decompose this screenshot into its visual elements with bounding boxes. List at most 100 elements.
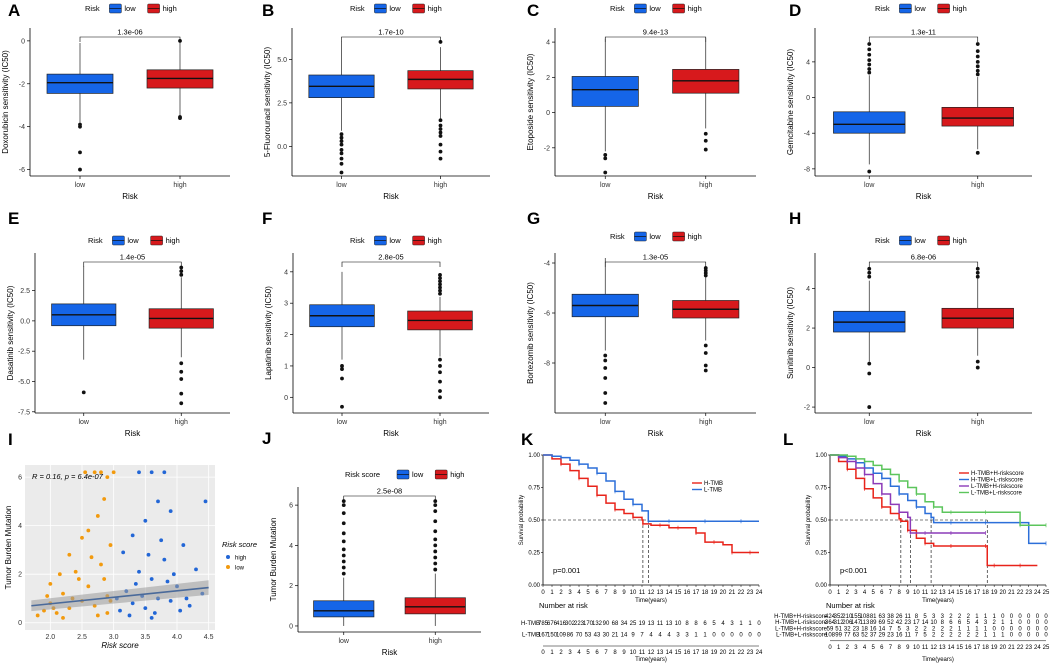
outlier-high — [438, 276, 442, 280]
point-low — [57, 572, 62, 577]
y-axis-label: Tumor Burden Mutation — [269, 518, 278, 602]
risk-cell: 113 — [860, 620, 870, 626]
y-tick-label: 0.00 — [528, 583, 540, 589]
outlier-high — [438, 123, 443, 128]
legend-label: L-TMB+L-riskscore — [971, 491, 1023, 497]
point-high — [168, 509, 173, 514]
risk-x-tick-label: 16 — [684, 650, 691, 656]
risk-x-tick-label: 13 — [657, 650, 664, 656]
risk-x-tick-label: 9 — [622, 650, 626, 656]
legend: Risk low high — [610, 3, 702, 14]
y-tick-label: 0.25 — [815, 551, 827, 557]
risk-cell: 6 — [949, 620, 953, 626]
x-tick-label: 17 — [974, 590, 981, 596]
panel-label: I — [8, 430, 13, 449]
risk-x-tick-label: 18 — [702, 650, 709, 656]
point-high — [127, 613, 132, 618]
x-tick-label: 21 — [1008, 590, 1015, 596]
x-tick-label: low — [75, 182, 86, 189]
risk-cell: 6 — [958, 620, 962, 626]
outlier-low — [867, 371, 872, 376]
risk-x-tick-label: 24 — [756, 650, 763, 656]
risk-cell: 1 — [694, 633, 698, 639]
risk-cell: 4 — [721, 621, 725, 627]
outlier-high — [703, 147, 708, 152]
risk-x-tick-label: 17 — [693, 650, 700, 656]
risk-cell: 364 — [825, 620, 836, 626]
outlier-high — [703, 363, 708, 368]
outlier-low — [339, 139, 344, 144]
risk-cell: 13 — [666, 621, 673, 627]
point-low — [99, 470, 103, 475]
y-tick-label: -6 — [19, 167, 25, 174]
x-axis-label: Risk — [916, 192, 933, 201]
significance-bracket — [343, 495, 436, 501]
correlation-annotation: R = 0.16, p = 6.4e-07 — [32, 472, 104, 481]
risk-cell: 2 — [975, 633, 979, 639]
risk-cell: 0 — [1036, 614, 1040, 620]
risk-cell: 416 — [556, 621, 567, 627]
outlier-low — [339, 161, 344, 166]
risk-cell: 2 — [923, 626, 927, 632]
outlier-high — [438, 279, 442, 284]
risk-cell: 0 — [1036, 626, 1040, 632]
outlier-low — [81, 390, 86, 395]
outlier-high — [178, 116, 182, 120]
risk-cell: 2 — [967, 633, 971, 639]
risk-cell: 99 — [835, 633, 842, 639]
legend-label-low: low — [389, 4, 401, 13]
x-tick-label: high — [971, 419, 984, 426]
outlier-high — [438, 273, 442, 277]
panel-label: K — [521, 430, 534, 449]
significance-bracket — [341, 36, 441, 42]
y-tick-label: 2 — [284, 332, 288, 339]
point-low — [48, 581, 53, 586]
y-tick-label: 0.25 — [528, 551, 540, 557]
risk-x-tick-label: 23 — [1025, 645, 1032, 651]
risk-cell: 424 — [825, 614, 836, 620]
y-tick-label: 0 — [21, 38, 25, 45]
risk-x-tick-label: 2 — [846, 645, 850, 651]
risk-cell: 14 — [922, 620, 929, 626]
x-tick-label: low — [337, 419, 348, 426]
legend-label-high: high — [428, 236, 442, 245]
outlier-high — [179, 391, 184, 396]
legend-label-low: low — [914, 4, 926, 13]
risk-cell: 147 — [851, 620, 862, 626]
outlier-high — [179, 369, 184, 374]
outlier-low — [867, 47, 872, 52]
x-tick-label: 7 — [889, 590, 893, 596]
risk-cell: 210 — [842, 614, 853, 620]
point-high — [194, 567, 198, 572]
panel-K: K0.000.250.500.751.000 1 2 3 4 5 6 7 8 9 10 11 12 13 1… — [519, 430, 763, 663]
risk-row-label: H-TMB+H-riskscore — [774, 614, 827, 620]
risk-cell: 155 — [851, 614, 862, 620]
outlier-high — [179, 272, 184, 277]
y-tick-label: -5.0 — [18, 379, 30, 386]
risk-cell: 3 — [676, 633, 680, 639]
x-tick-label: 1 — [550, 590, 554, 596]
outlier-low — [341, 565, 346, 570]
panel-label: E — [8, 209, 19, 228]
y-tick-label: 0 — [806, 365, 810, 372]
risk-cell: 1 — [975, 626, 979, 632]
x-tick-label: high — [434, 182, 447, 189]
risk-cell: 7 — [640, 633, 644, 639]
point-low — [61, 615, 65, 620]
outlier-high — [438, 285, 442, 290]
y-axis-label: 5-Fluorouracil sensitivity (IC50) — [263, 47, 272, 158]
legend-label: L-TMB — [704, 488, 722, 494]
risk-cell: 0 — [1044, 614, 1048, 620]
x-tick-label: 4 — [863, 590, 867, 596]
outlier-high — [433, 543, 438, 548]
risk-cell: 0 — [757, 621, 761, 627]
outlier-high — [975, 59, 980, 64]
x-axis-label: Risk — [916, 429, 933, 438]
risk-cell: 5 — [897, 626, 901, 632]
risk-cell: 1 — [703, 633, 707, 639]
x-tick-label: 2.5 — [77, 634, 87, 641]
legend-label: L-TMB+H-riskscore — [971, 484, 1024, 490]
risk-cell: 4 — [975, 620, 979, 626]
risk-x-tick-label: 12 — [648, 650, 655, 656]
risk-cell: 70 — [576, 633, 583, 639]
